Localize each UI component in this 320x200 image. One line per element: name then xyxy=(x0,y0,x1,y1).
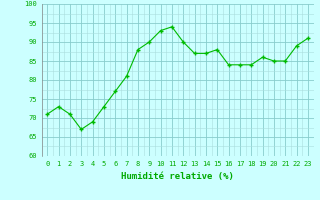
X-axis label: Humidité relative (%): Humidité relative (%) xyxy=(121,172,234,181)
